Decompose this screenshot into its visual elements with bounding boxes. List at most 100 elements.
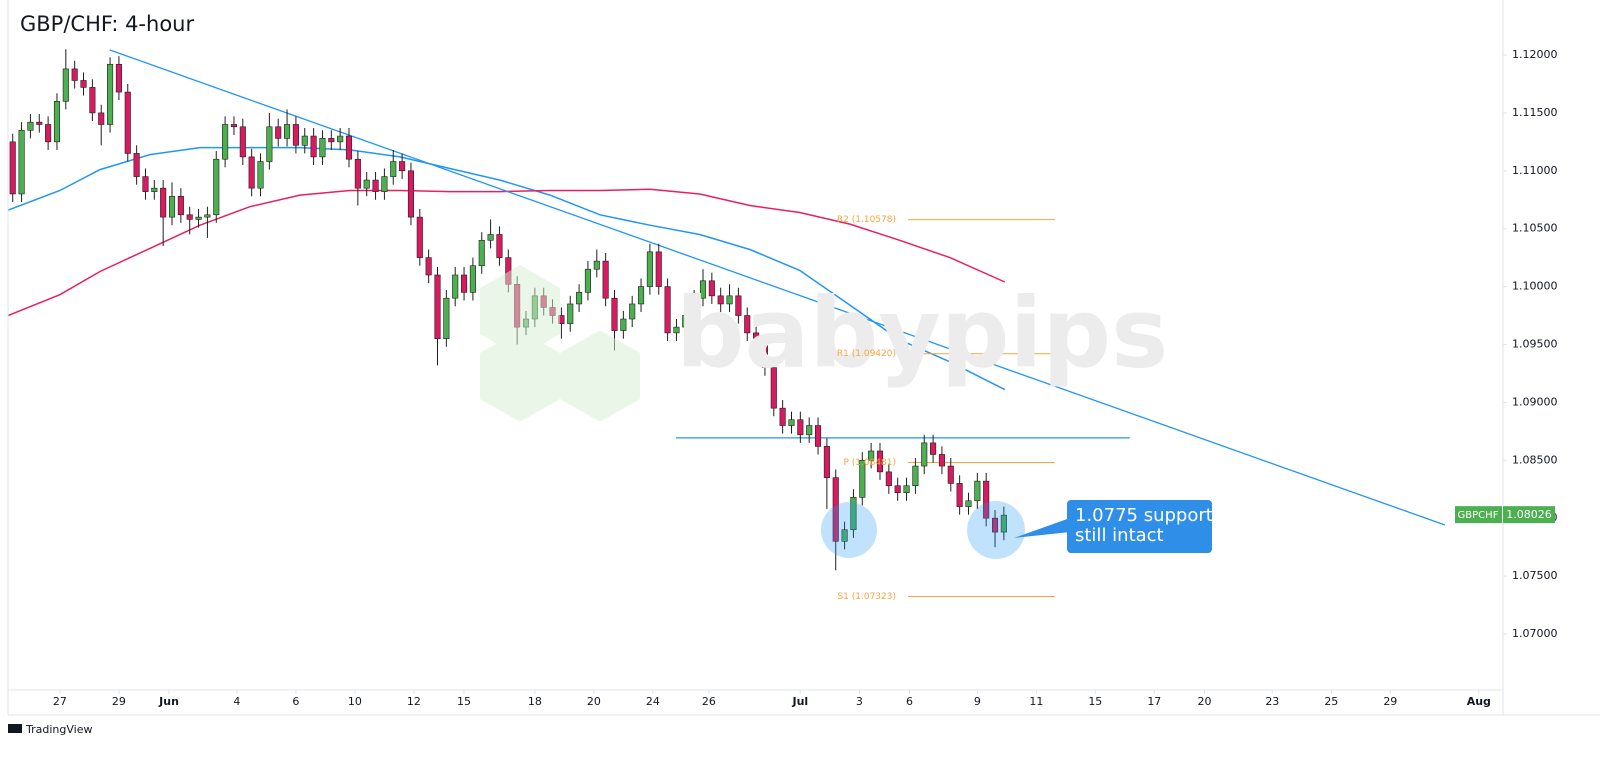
candle-body — [868, 450, 875, 461]
candle-body — [319, 138, 326, 158]
candle-body — [45, 124, 52, 143]
candle-body — [168, 195, 176, 218]
candle-body — [673, 326, 680, 334]
candle-body — [894, 485, 901, 493]
candle-body — [434, 274, 441, 339]
y-tick-label: 1.07500 — [1512, 569, 1558, 582]
candle-body — [160, 187, 167, 218]
candle-body — [452, 274, 459, 299]
highlight-circle — [967, 501, 1025, 559]
candle-body — [779, 407, 786, 426]
x-tick-label: Jun — [158, 695, 179, 708]
candle-body — [708, 280, 715, 297]
price-tag-bg — [1503, 506, 1555, 524]
y-tick-label: 1.08500 — [1512, 453, 1558, 466]
candle-body — [372, 179, 379, 192]
candle-body — [850, 497, 857, 531]
y-tick-label: 1.10500 — [1512, 222, 1558, 235]
candle-body — [602, 260, 609, 299]
candle-body — [876, 450, 884, 473]
y-tick-label: 1.07000 — [1512, 627, 1558, 640]
y-tick-label: 1.11000 — [1512, 164, 1558, 177]
moving-average — [8, 146, 1006, 391]
price-tag-name-bg — [1455, 506, 1502, 524]
x-tick-label: 25 — [1324, 695, 1338, 708]
watermark: babypips — [676, 277, 1168, 389]
x-tick-label: Aug — [1467, 695, 1491, 708]
candle-body — [292, 124, 299, 146]
candle-body — [735, 295, 742, 316]
candle-body — [806, 425, 813, 436]
candle-body — [425, 257, 432, 276]
candle-body — [859, 459, 866, 498]
candle-body — [115, 63, 122, 93]
callout-text: 1.0775 support — [1075, 505, 1213, 526]
candle-body — [89, 87, 96, 114]
candle-body — [478, 239, 485, 267]
candle-body — [354, 158, 361, 189]
candle-body — [620, 318, 627, 331]
y-tick-label: 1.10000 — [1512, 280, 1558, 293]
candle-body — [62, 68, 69, 102]
x-tick-label: 9 — [974, 695, 981, 708]
trendline — [109, 49, 1446, 526]
candle-body — [284, 124, 291, 139]
candle-body — [974, 480, 981, 502]
x-tick-label: 12 — [407, 695, 421, 708]
callout-pointer — [1014, 518, 1070, 538]
x-tick-label: 3 — [856, 695, 863, 708]
candle-body — [593, 260, 600, 270]
moving-average — [8, 188, 1006, 317]
candle-body — [381, 176, 388, 192]
plot-area — [8, 49, 1446, 598]
candle-body — [195, 216, 202, 220]
y-tick-label: 1.11500 — [1512, 106, 1558, 119]
candle-body — [301, 135, 308, 146]
x-tick-label: 6 — [292, 695, 299, 708]
candle-body — [903, 485, 910, 493]
candle-body — [797, 419, 804, 436]
candle-body — [646, 251, 653, 287]
candle-body — [823, 446, 830, 478]
candle-body — [399, 161, 406, 172]
x-tick-label: 6 — [906, 695, 913, 708]
highlight-circle — [821, 502, 877, 558]
callout-box — [1067, 500, 1212, 553]
candle-body — [230, 124, 238, 128]
candle-body — [407, 170, 414, 218]
callout-text: still intact — [1075, 525, 1164, 546]
candle-body — [496, 234, 503, 258]
candle-body — [938, 454, 945, 467]
candle-body — [611, 297, 618, 331]
x-tick-label: 20 — [587, 695, 601, 708]
candle-body — [567, 303, 574, 324]
watermark-logo — [480, 265, 640, 422]
candle-body — [832, 477, 839, 542]
x-tick-label: 29 — [112, 695, 126, 708]
candle-body — [487, 234, 494, 241]
candle-body — [71, 68, 78, 81]
candle-body — [761, 341, 768, 368]
candle-body — [257, 161, 264, 189]
candle-body — [699, 280, 707, 299]
candle-body — [788, 419, 795, 426]
x-tick-label: 10 — [348, 695, 362, 708]
candle-body — [664, 286, 671, 334]
candle-body — [310, 135, 317, 158]
x-tick-label: Jul — [791, 695, 808, 708]
candle-body — [142, 176, 149, 192]
candle-body — [18, 129, 25, 195]
candle-body — [9, 141, 16, 195]
candle-body — [921, 442, 928, 467]
candle-body — [416, 216, 423, 258]
candle-body — [956, 483, 963, 507]
price-tag-name: GBPCHF — [1458, 510, 1499, 521]
candle-body — [983, 480, 990, 519]
candle-body — [186, 214, 193, 220]
candle-body — [469, 265, 476, 293]
x-tick-label: 4 — [233, 695, 240, 708]
candle-body — [726, 295, 733, 305]
candle-body — [239, 126, 246, 158]
candle-body — [275, 126, 282, 139]
